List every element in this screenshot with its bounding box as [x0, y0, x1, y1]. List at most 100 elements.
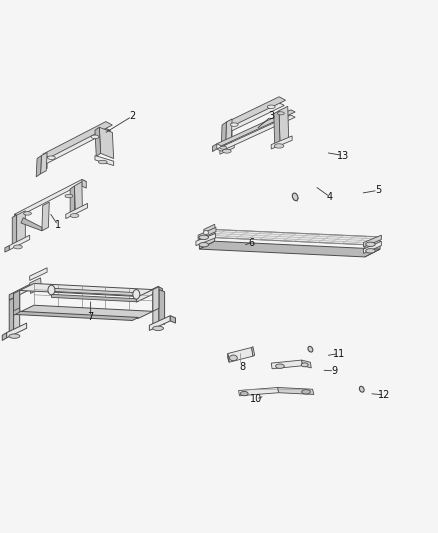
Ellipse shape: [48, 285, 55, 295]
Polygon shape: [221, 122, 226, 151]
Polygon shape: [228, 353, 229, 362]
Polygon shape: [74, 182, 82, 212]
Polygon shape: [66, 204, 88, 219]
Ellipse shape: [91, 135, 99, 139]
Polygon shape: [51, 288, 136, 296]
Polygon shape: [99, 127, 114, 158]
Ellipse shape: [293, 193, 298, 200]
Polygon shape: [196, 233, 215, 246]
Polygon shape: [204, 224, 215, 237]
Polygon shape: [43, 122, 113, 158]
Ellipse shape: [302, 390, 311, 394]
Polygon shape: [199, 230, 215, 249]
Polygon shape: [14, 308, 20, 315]
Text: 5: 5: [375, 185, 381, 195]
Polygon shape: [199, 230, 380, 245]
Text: 11: 11: [332, 349, 345, 359]
Polygon shape: [226, 102, 284, 131]
Ellipse shape: [276, 364, 284, 368]
Ellipse shape: [220, 146, 227, 149]
Polygon shape: [153, 289, 159, 325]
Ellipse shape: [65, 194, 73, 198]
Polygon shape: [212, 144, 217, 151]
Polygon shape: [199, 241, 380, 257]
Polygon shape: [274, 111, 280, 146]
Polygon shape: [252, 346, 254, 356]
Ellipse shape: [366, 242, 375, 246]
Polygon shape: [149, 316, 170, 330]
Polygon shape: [30, 268, 47, 280]
Polygon shape: [159, 289, 165, 325]
Ellipse shape: [267, 105, 275, 109]
Polygon shape: [5, 246, 9, 252]
Polygon shape: [36, 156, 42, 177]
Text: 6: 6: [249, 238, 255, 247]
Ellipse shape: [230, 123, 238, 126]
Text: 9: 9: [331, 366, 337, 376]
Polygon shape: [226, 119, 232, 148]
Polygon shape: [82, 180, 86, 188]
Polygon shape: [271, 136, 292, 149]
Ellipse shape: [133, 289, 140, 299]
Ellipse shape: [203, 231, 208, 235]
Ellipse shape: [152, 326, 163, 330]
Polygon shape: [198, 228, 216, 239]
Polygon shape: [20, 305, 153, 318]
Ellipse shape: [14, 245, 22, 249]
Polygon shape: [228, 348, 253, 362]
Ellipse shape: [9, 334, 20, 338]
Ellipse shape: [230, 355, 237, 361]
Polygon shape: [41, 160, 47, 168]
Ellipse shape: [47, 156, 55, 159]
Polygon shape: [30, 278, 42, 294]
Polygon shape: [51, 294, 136, 302]
Polygon shape: [136, 287, 158, 302]
Text: 10: 10: [250, 394, 262, 404]
Polygon shape: [9, 235, 30, 250]
Ellipse shape: [274, 144, 284, 148]
Polygon shape: [217, 115, 295, 151]
Polygon shape: [2, 333, 7, 341]
Text: 2: 2: [129, 111, 135, 122]
Polygon shape: [364, 235, 381, 247]
Polygon shape: [364, 241, 381, 254]
Polygon shape: [302, 360, 311, 368]
Polygon shape: [42, 202, 49, 231]
Ellipse shape: [308, 346, 313, 352]
Polygon shape: [14, 311, 138, 320]
Polygon shape: [220, 143, 234, 154]
Polygon shape: [95, 156, 114, 166]
Polygon shape: [217, 110, 295, 146]
Text: 7: 7: [88, 312, 94, 321]
Polygon shape: [14, 290, 20, 315]
Ellipse shape: [199, 243, 208, 247]
Polygon shape: [20, 284, 153, 296]
Polygon shape: [70, 186, 74, 215]
Ellipse shape: [366, 249, 375, 253]
Polygon shape: [95, 127, 101, 156]
Polygon shape: [14, 282, 34, 298]
Polygon shape: [278, 387, 314, 394]
Polygon shape: [21, 218, 42, 231]
Ellipse shape: [277, 112, 284, 115]
Text: 1: 1: [55, 220, 61, 230]
Ellipse shape: [360, 386, 364, 392]
Polygon shape: [271, 360, 303, 369]
Polygon shape: [153, 287, 159, 311]
Polygon shape: [14, 214, 19, 223]
Text: 13: 13: [337, 150, 349, 160]
Polygon shape: [41, 127, 110, 163]
Text: 4: 4: [327, 192, 333, 202]
Polygon shape: [14, 180, 86, 216]
Ellipse shape: [199, 235, 208, 239]
Polygon shape: [227, 97, 286, 125]
Ellipse shape: [240, 391, 248, 396]
Ellipse shape: [24, 212, 32, 215]
Polygon shape: [104, 127, 110, 136]
Polygon shape: [14, 295, 20, 330]
Polygon shape: [9, 298, 14, 333]
Polygon shape: [41, 152, 47, 174]
Text: 8: 8: [240, 361, 246, 372]
Polygon shape: [170, 316, 176, 323]
Ellipse shape: [301, 363, 308, 367]
